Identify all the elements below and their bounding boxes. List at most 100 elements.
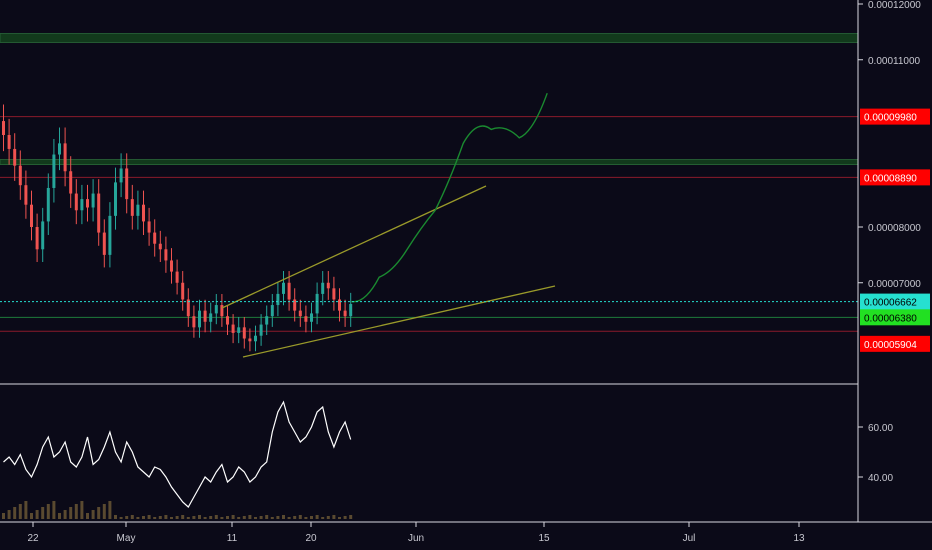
price-tag-label: 0.00008890 (864, 173, 917, 184)
volume-bar (2, 513, 5, 519)
volume-bar (270, 517, 274, 519)
volume-bar (265, 515, 269, 519)
volume-bar (41, 507, 45, 519)
volume-bar (192, 516, 196, 519)
candle-body (164, 249, 168, 261)
volume-bar (231, 515, 235, 519)
candle-body (186, 299, 190, 317)
rsi-tick-label: 60.00 (868, 423, 893, 434)
candle-body (326, 282, 330, 289)
trendline-lower[interactable] (242, 285, 556, 358)
x-tick-label: Jul (683, 533, 696, 544)
price-tag (860, 309, 930, 326)
volume-bar (298, 515, 302, 519)
volume-bar (153, 517, 157, 519)
x-tick-label: 20 (305, 533, 317, 544)
volume-bar (142, 516, 145, 519)
candle-body (114, 182, 117, 216)
volume-bar (125, 516, 129, 519)
candle-body (108, 215, 112, 255)
volume-bar (86, 513, 89, 519)
price-tag (860, 335, 930, 352)
volume-bar (119, 517, 123, 519)
volume-bar (349, 515, 353, 519)
candle-body (237, 327, 241, 333)
volume-bar (102, 504, 106, 519)
candle-body (7, 135, 11, 149)
volume-bar (186, 517, 190, 519)
volume-bar (332, 515, 336, 519)
x-tick-label: 22 (27, 533, 39, 544)
price-tag-label: 0.00009980 (864, 113, 917, 124)
price-tag (860, 293, 930, 310)
volume-bar (91, 510, 95, 519)
candle-body (18, 165, 22, 186)
candle-body (315, 293, 319, 314)
volume-bar (209, 516, 213, 519)
volume-bar (30, 513, 33, 519)
price-tags: 0.000099800.000088900.0000666207:12:200.… (860, 108, 930, 352)
y-tick-label: 0.00012000 (868, 0, 921, 11)
time-axis[interactable]: 22 May 11 20 Jun 15 Jul 13 (27, 522, 805, 544)
candle-body (310, 313, 313, 322)
volume-bar (242, 516, 246, 519)
candle-body (102, 232, 106, 255)
candle-body (69, 171, 73, 194)
volume-bar (259, 516, 263, 519)
candle-body (125, 168, 129, 200)
volume-bar (254, 517, 257, 519)
y-tick-label: 0.00011000 (868, 56, 921, 67)
volume-bar (175, 516, 179, 519)
price-axis[interactable]: 0.00012000 0.00011000 0.00008000 0.00007000 (858, 0, 921, 290)
volume-bar (326, 516, 330, 519)
candle-body (158, 243, 162, 250)
trendline-upper[interactable] (221, 185, 487, 309)
volume-bar (203, 517, 207, 519)
candle-body (147, 221, 151, 233)
rsi-tick-label: 40.00 (868, 473, 893, 484)
volume-bar (343, 516, 347, 519)
volume-bar (293, 516, 297, 519)
volume-bar (97, 507, 101, 519)
candle-body (142, 204, 145, 222)
volume-bar (338, 517, 341, 519)
volume-bar (226, 516, 229, 519)
volume-bar (18, 504, 22, 519)
candle-body (242, 327, 246, 339)
price-tag (860, 169, 930, 186)
volume-bar (321, 517, 325, 519)
candle-body (35, 227, 39, 250)
candle-body (24, 185, 28, 205)
candle-body (214, 305, 218, 314)
volume-bar (147, 515, 151, 519)
candle-body (282, 282, 285, 294)
volume-bar (170, 517, 173, 519)
candle-body (226, 316, 229, 325)
forecast-path[interactable] (351, 92, 548, 303)
candle-body (259, 324, 263, 336)
volume-bar (58, 513, 61, 519)
x-tick-label: May (117, 533, 136, 544)
volume-bar (315, 515, 319, 519)
candle-body (91, 193, 95, 208)
candle-body (298, 310, 302, 317)
volume-bar (220, 517, 224, 519)
volume-bar (158, 516, 162, 519)
candle-body (198, 310, 201, 328)
rsi-indicator-pane[interactable] (2, 400, 353, 519)
candle-body (41, 221, 45, 250)
candle-body (321, 282, 325, 294)
candle-body (343, 310, 347, 317)
volume-bar (282, 515, 285, 519)
candle-body (270, 305, 274, 317)
candle-body (153, 232, 157, 244)
volume-bar (237, 517, 241, 519)
volume-bar (80, 501, 84, 519)
volume-bar (35, 510, 39, 519)
zone (0, 33, 859, 43)
volume-bar (24, 501, 28, 519)
price-tag-label: 0.00005904 (864, 340, 917, 351)
candle-body (136, 204, 140, 216)
